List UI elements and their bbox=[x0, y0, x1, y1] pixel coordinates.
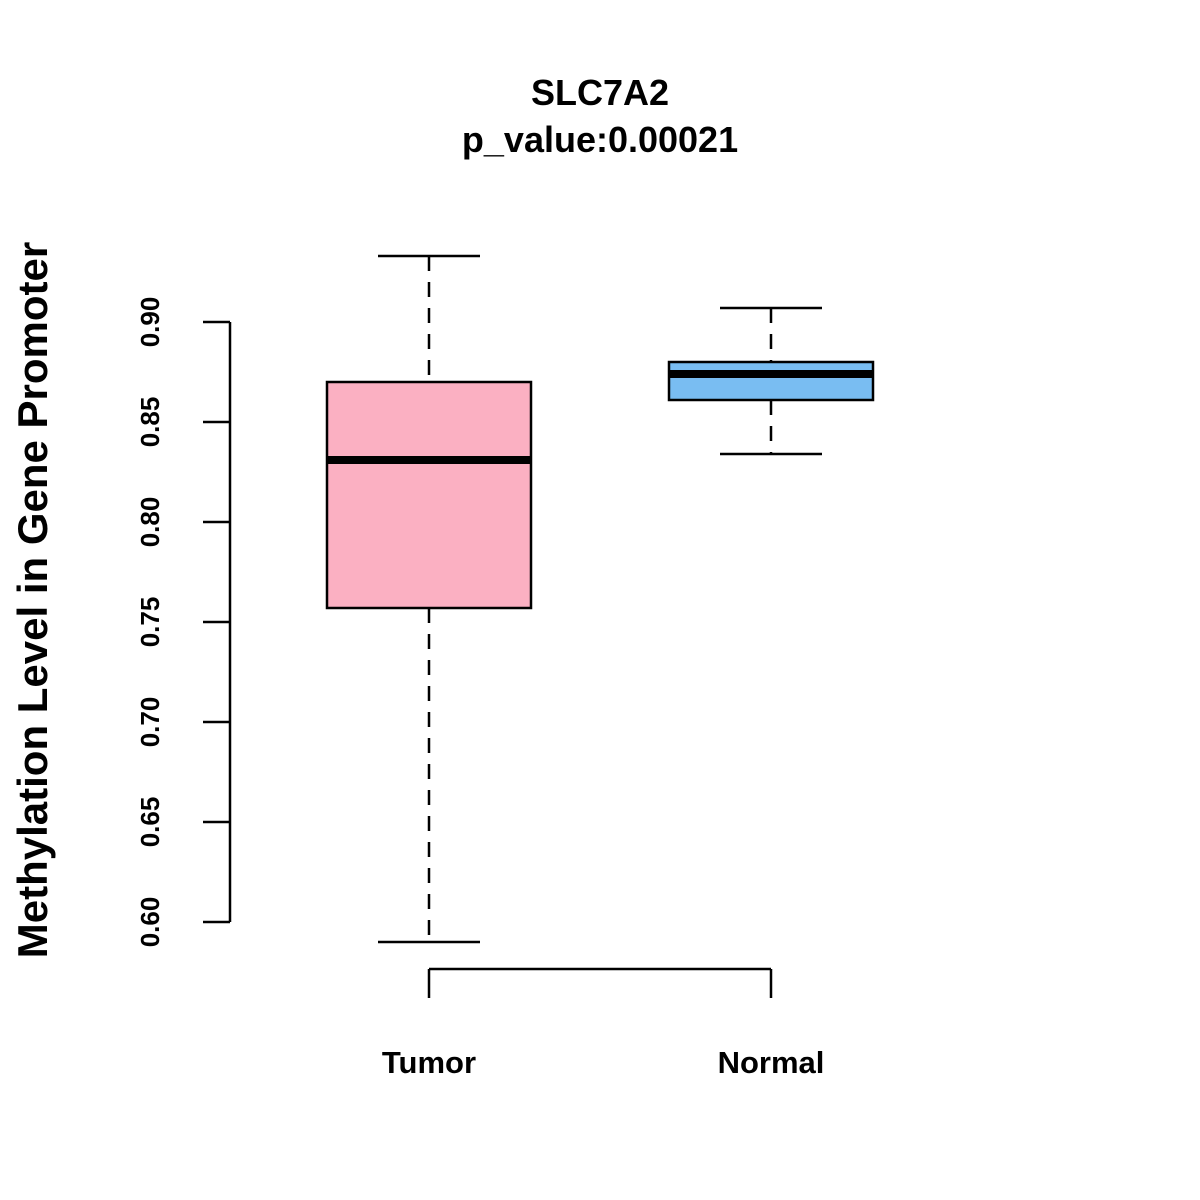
x-tick-label-tumor: Tumor bbox=[382, 1045, 476, 1080]
x-tick-label-normal: Normal bbox=[718, 1045, 825, 1080]
box-tumor bbox=[325, 254, 533, 944]
box-normal bbox=[667, 306, 875, 456]
box-body bbox=[325, 380, 533, 610]
y-tick-label: 0.70 bbox=[135, 697, 165, 748]
chart-title: SLC7A2 bbox=[531, 72, 669, 113]
boxes bbox=[325, 254, 875, 944]
y-tick-label: 0.80 bbox=[135, 497, 165, 548]
y-axis-label: Methylation Level in Gene Promoter bbox=[9, 242, 56, 958]
y-axis: 0.60 0.65 0.70 0.75 0.80 0.85 0.90 bbox=[135, 297, 232, 948]
chart-subtitle: p_value:0.00021 bbox=[462, 119, 738, 160]
y-tick-label: 0.75 bbox=[135, 597, 165, 648]
y-tick-label: 0.85 bbox=[135, 397, 165, 448]
y-tick-label: 0.90 bbox=[135, 297, 165, 348]
box-body bbox=[667, 360, 875, 402]
y-tick-label: 0.60 bbox=[135, 897, 165, 948]
x-axis: Tumor Normal bbox=[382, 967, 825, 1080]
y-tick-label: 0.65 bbox=[135, 797, 165, 848]
